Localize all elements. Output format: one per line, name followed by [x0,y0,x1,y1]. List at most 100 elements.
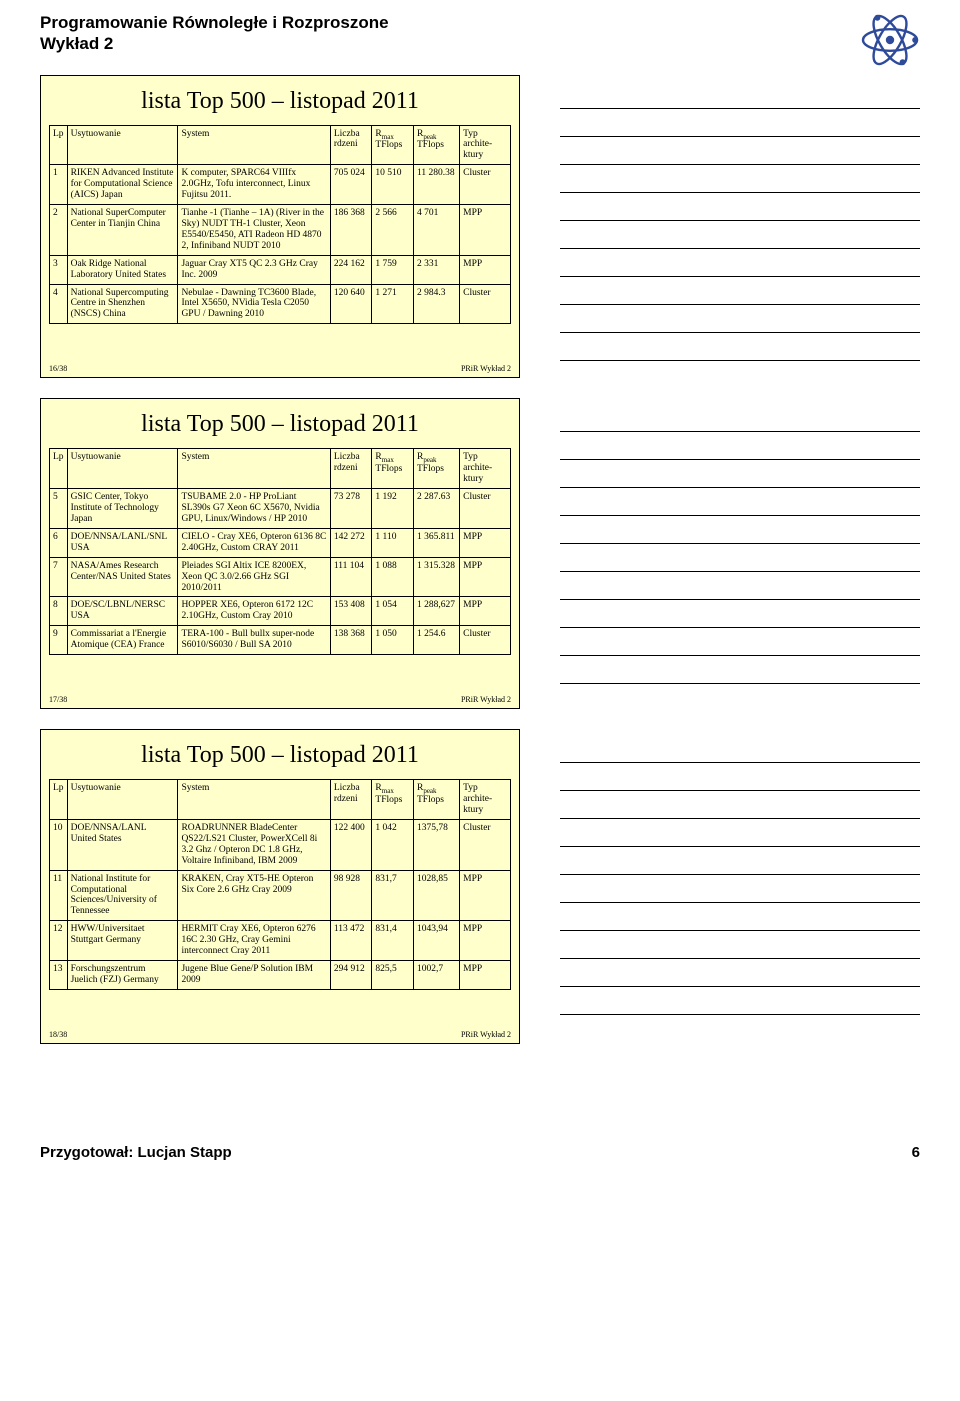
cell-rpeak: 1043,94 [413,921,459,961]
cell-arch: MPP [460,528,511,557]
cell-rpeak: 2 287.63 [413,489,459,529]
cell-cores: 186 368 [330,205,372,256]
cell-lp: 1 [50,165,68,205]
cell-arch: MPP [460,557,511,597]
slide-footer-right: PRiR Wykład 2 [461,364,511,373]
cell-arch: MPP [460,870,511,921]
cell-sys: HERMIT Cray XE6, Opteron 6276 16C 2.30 G… [178,921,330,961]
cell-cores: 142 272 [330,528,372,557]
col-header-arch: Typarchite-ktury [460,125,511,165]
slide: lista Top 500 – listopad 2011LpUsytuowan… [40,729,520,1044]
cell-sys: TERA-100 - Bull bullx super-node S6010/S… [178,626,330,655]
col-header-rmax: RmaxTFlops [372,780,414,820]
slide: lista Top 500 – listopad 2011LpUsytuowan… [40,75,520,379]
slide-title: lista Top 500 – listopad 2011 [49,411,511,438]
cell-rpeak: 2 984.3 [413,284,459,324]
col-header-system: System [178,125,330,165]
cell-rpeak: 1375,78 [413,819,459,870]
top500-table: LpUsytuowanieSystemLiczbardzeniRmaxTFlop… [49,125,511,325]
table-row: 9Commissariat a l'Energie Atomique (CEA)… [50,626,511,655]
page-footer: Przygotował: Lucjan Stapp 6 [40,1144,920,1161]
table-row: 8DOE/SC/LBNL/NERSC USAHOPPER XE6, Optero… [50,597,511,626]
page-title-line1: Programowanie Równoległe i Rozproszone [40,12,920,33]
cell-cores: 120 640 [330,284,372,324]
slide-footer-left: 18/38 [49,1030,67,1039]
note-line [560,931,920,959]
cell-rmax: 831,4 [372,921,414,961]
page-header: Programowanie Równoległe i Rozproszone W… [40,12,920,55]
note-lines [560,729,920,1015]
cell-lp: 2 [50,205,68,256]
table-row: 11National Institute for Computational S… [50,870,511,921]
col-header-system: System [178,780,330,820]
cell-lp: 3 [50,255,68,284]
cell-arch: Cluster [460,819,511,870]
atom-logo-icon [860,10,920,70]
note-line [560,544,920,572]
cell-cores: 113 472 [330,921,372,961]
table-row: 6DOE/NNSA/LANL/SNL USACIELO - Cray XE6, … [50,528,511,557]
page-title-line2: Wykład 2 [40,33,920,54]
cell-arch: MPP [460,597,511,626]
note-line [560,137,920,165]
slide-row: lista Top 500 – listopad 2011LpUsytuowan… [40,398,920,709]
cell-sys: ROADRUNNER BladeCenter QS22/LS21 Cluster… [178,819,330,870]
col-header-location: Usytuowanie [67,780,178,820]
cell-lp: 13 [50,961,68,990]
note-line [560,600,920,628]
col-header-arch: Typarchite-ktury [460,449,511,489]
col-header-rmax: RmaxTFlops [372,125,414,165]
slide-footer: 18/38PRiR Wykład 2 [49,1030,511,1039]
col-header-cores: Liczbardzeni [330,780,372,820]
cell-cores: 294 912 [330,961,372,990]
cell-cores: 705 024 [330,165,372,205]
col-header-rmax: RmaxTFlops [372,449,414,489]
cell-sys: HOPPER XE6, Opteron 6172 12C 2.10GHz, Cu… [178,597,330,626]
note-line [560,305,920,333]
cell-loc: NASA/Ames Research Center/NAS United Sta… [67,557,178,597]
note-line [560,847,920,875]
cell-arch: MPP [460,205,511,256]
table-row: 5GSIC Center, Tokyo Institute of Technol… [50,489,511,529]
cell-sys: Jugene Blue Gene/P Solution IBM 2009 [178,961,330,990]
cell-arch: Cluster [460,626,511,655]
note-line [560,193,920,221]
note-line [560,735,920,763]
note-line [560,109,920,137]
cell-rpeak: 1028,85 [413,870,459,921]
cell-rmax: 1 088 [372,557,414,597]
note-line [560,875,920,903]
cell-loc: RIKEN Advanced Institute for Computation… [67,165,178,205]
cell-rmax: 1 759 [372,255,414,284]
cell-lp: 6 [50,528,68,557]
cell-rmax: 10 510 [372,165,414,205]
cell-rpeak: 1 315.328 [413,557,459,597]
table-row: 4National Supercomputing Centre in Shenz… [50,284,511,324]
slide-row: lista Top 500 – listopad 2011LpUsytuowan… [40,75,920,379]
cell-loc: DOE/NNSA/LANL United States [67,819,178,870]
table-row: 1RIKEN Advanced Institute for Computatio… [50,165,511,205]
col-header-lp: Lp [50,125,68,165]
cell-rpeak: 4 701 [413,205,459,256]
cell-rmax: 2 566 [372,205,414,256]
cell-rmax: 825,5 [372,961,414,990]
slide: lista Top 500 – listopad 2011LpUsytuowan… [40,398,520,709]
cell-cores: 138 368 [330,626,372,655]
note-line [560,656,920,684]
cell-sys: TSUBAME 2.0 - HP ProLiant SL390s G7 Xeon… [178,489,330,529]
note-line [560,81,920,109]
col-header-rpeak: RpeakTFlops [413,125,459,165]
cell-loc: National SuperComputer Center in Tianjin… [67,205,178,256]
cell-sys: Tianhe -1 (Tianhe – 1A) (River in the Sk… [178,205,330,256]
table-header-row: LpUsytuowanieSystemLiczbardzeniRmaxTFlop… [50,780,511,820]
cell-arch: Cluster [460,165,511,205]
cell-sys: K computer, SPARC64 VIIIfx 2.0GHz, Tofu … [178,165,330,205]
col-header-rpeak: RpeakTFlops [413,780,459,820]
col-header-rpeak: RpeakTFlops [413,449,459,489]
cell-loc: HWW/Universitaet Stuttgart Germany [67,921,178,961]
cell-arch: MPP [460,255,511,284]
cell-cores: 122 400 [330,819,372,870]
slide-footer: 16/38PRiR Wykład 2 [49,364,511,373]
note-line [560,516,920,544]
table-header-row: LpUsytuowanieSystemLiczbardzeniRmaxTFlop… [50,125,511,165]
